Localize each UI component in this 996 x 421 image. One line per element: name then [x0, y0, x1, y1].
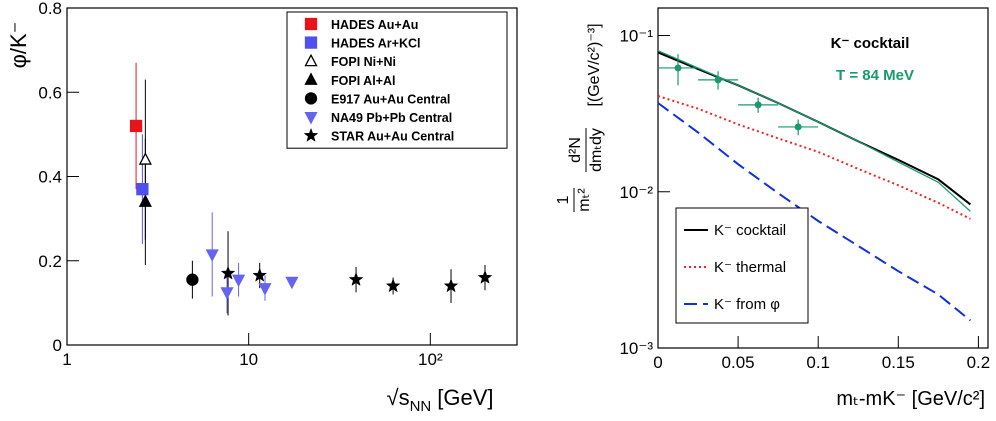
legend-label: K⁻ from φ — [714, 296, 780, 313]
legend-label: FOPI Ni+Ni — [331, 55, 396, 69]
marker — [220, 265, 236, 280]
x-tick-label: 0.15 — [882, 353, 915, 372]
data-point — [714, 76, 722, 84]
x-axis-label-main: √s — [387, 385, 410, 410]
y-tick-label: 0.4 — [38, 168, 62, 187]
plot-frame — [657, 7, 989, 349]
x-axis-label: mₜ-mK⁻ [GeV/c²] — [836, 388, 985, 410]
data-point — [754, 101, 762, 109]
y-tick-label: 0.8 — [38, 0, 62, 18]
line — [657, 50, 971, 212]
y-label-part: 1 — [555, 195, 572, 204]
annotation: K⁻ cocktail — [831, 35, 910, 52]
legend-label: K⁻ thermal — [714, 259, 786, 276]
x-axis-label: √sNN [GeV] — [387, 385, 494, 415]
marker — [138, 194, 152, 207]
data-point — [794, 123, 802, 131]
legend-label: K⁻ cocktail — [714, 222, 786, 239]
y-label-part: mₜ² — [576, 188, 593, 212]
x-axis-label-sub: NN — [410, 398, 432, 415]
marker — [205, 249, 219, 262]
y-axis-label: φ/K⁻ — [6, 22, 31, 69]
marker — [443, 278, 459, 293]
legend-box — [286, 11, 508, 149]
legend-marker — [304, 17, 318, 31]
legend-label: HADES Ar+KCl — [331, 37, 420, 51]
y-label-part: dmₜdy — [588, 128, 605, 172]
marker — [477, 269, 493, 284]
legend-label: FOPI Al+Al — [331, 74, 395, 88]
y-tick-label: 10⁻¹ — [619, 27, 653, 46]
marker — [232, 274, 246, 288]
y-axis-label: 1 mₜ² d²N dmₜdy [(GeV/c²)⁻³] — [555, 23, 605, 212]
legend-marker — [304, 92, 318, 105]
marker — [220, 287, 234, 300]
legend-label: NA49 Pb+Pb Central — [331, 111, 452, 125]
y-tick-label: 0 — [53, 336, 62, 355]
legend-marker — [303, 127, 319, 142]
x-tick-label: 1 — [62, 350, 71, 369]
marker — [138, 152, 152, 165]
y-tick-label: 10⁻³ — [619, 339, 653, 358]
legend-marker — [304, 36, 318, 49]
marker — [136, 182, 149, 196]
marker — [285, 276, 299, 290]
legend-marker — [304, 53, 318, 67]
y-tick-label: 0.2 — [38, 252, 62, 271]
legend-label: HADES Au+Au — [331, 18, 418, 32]
y-tick-label: 0.6 — [38, 83, 62, 102]
y-tick-label: 10⁻² — [619, 183, 653, 202]
line — [657, 102, 972, 322]
legend-marker — [304, 111, 318, 125]
marker — [252, 267, 268, 282]
legend-box — [675, 207, 809, 324]
annotation: T = 84 MeV — [836, 67, 914, 84]
x-axis-label-unit: [GeV] — [437, 385, 493, 410]
data-point — [674, 64, 682, 72]
marker — [385, 278, 401, 293]
legend-marker — [304, 72, 318, 85]
marker — [258, 283, 272, 296]
x-tick-label: 0.2 — [967, 353, 991, 372]
y-label-part: [(GeV/c²)⁻³] — [586, 23, 603, 106]
y-label-part: d²N — [567, 137, 584, 163]
x-tick-label: 10² — [418, 350, 443, 369]
legend-label: E917 Au+Au Central — [331, 92, 450, 106]
x-tick-label: 0 — [653, 353, 662, 372]
line — [657, 95, 971, 220]
x-tick-label: 0.1 — [806, 353, 830, 372]
marker — [186, 273, 199, 286]
x-tick-label: 10 — [239, 350, 258, 369]
marker — [129, 119, 143, 133]
legend-label: STAR Au+Au Central — [331, 130, 454, 144]
marker — [348, 271, 364, 286]
x-tick-label: 0.05 — [722, 353, 755, 372]
